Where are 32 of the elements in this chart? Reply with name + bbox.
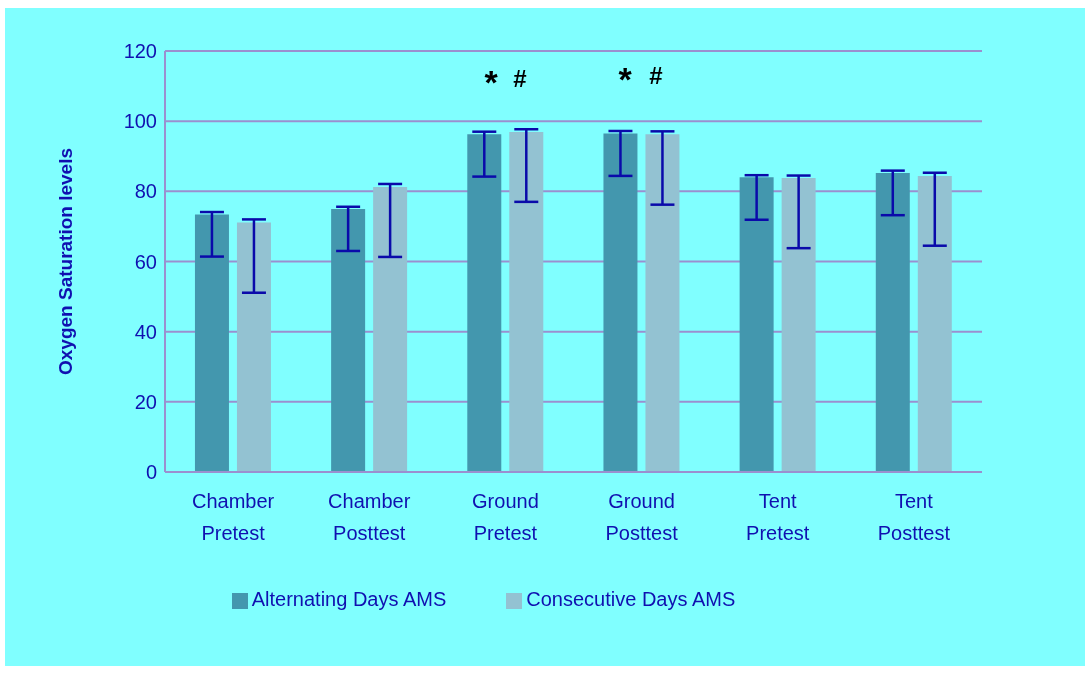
bar <box>917 175 952 472</box>
annotation: * <box>484 63 498 101</box>
bar <box>194 214 229 472</box>
bar <box>781 178 816 472</box>
bar <box>331 208 366 472</box>
legend-label: Alternating Days AMS <box>251 588 447 610</box>
bar <box>467 134 502 472</box>
bar <box>739 177 774 472</box>
bar <box>509 132 544 472</box>
annotation: # <box>649 62 663 89</box>
bar <box>373 187 408 472</box>
legend-label: Consecutive Days AMS <box>526 588 736 610</box>
annotation: # <box>513 65 527 92</box>
x-tick-label: Ground Posttest <box>605 490 679 544</box>
bar <box>875 173 910 472</box>
y-tick-label: 20 <box>134 390 157 413</box>
annotation: * <box>618 60 632 98</box>
y-axis-title: Oxygen Saturation levels <box>54 147 76 376</box>
x-tick-label: Tent Pretest <box>746 490 810 544</box>
y-tick-label: 120 <box>123 40 157 63</box>
y-tick-label: 40 <box>134 320 157 343</box>
y-tick-label: 100 <box>123 110 157 133</box>
x-tick-label: Tent Posttest <box>877 490 951 544</box>
x-tick-label: Ground Pretest <box>472 490 539 544</box>
bar <box>603 133 638 472</box>
x-tick-label: Chamber Posttest <box>328 490 411 544</box>
bar <box>645 134 680 472</box>
y-tick-label: 60 <box>134 250 157 273</box>
y-tick-label: 0 <box>145 461 157 484</box>
bar <box>236 222 271 472</box>
x-tick-label: Chamber Pretest <box>191 490 275 544</box>
y-tick-label: 80 <box>134 180 157 203</box>
